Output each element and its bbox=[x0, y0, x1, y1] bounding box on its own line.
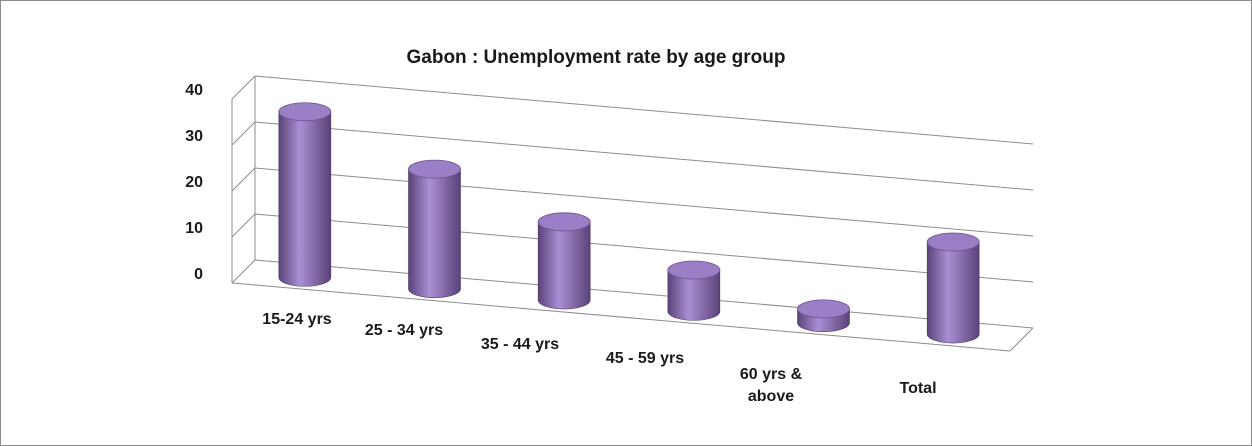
gridline-depth bbox=[231, 213, 256, 238]
x-tick-label: 45 - 59 yrs bbox=[606, 350, 684, 367]
x-tick-label: Total bbox=[899, 380, 936, 397]
bar-top bbox=[926, 232, 980, 252]
gridline bbox=[254, 75, 1034, 145]
bar bbox=[537, 212, 591, 310]
y-tick-label: 20 bbox=[185, 174, 203, 191]
bar-top bbox=[537, 212, 591, 232]
x-tick-label: 35 - 44 yrs bbox=[481, 336, 559, 353]
x-axis-ticks: 15-24 yrs 25 - 34 yrs 35 - 44 yrs 45 - 59 y… bbox=[262, 311, 936, 405]
bar-body bbox=[667, 269, 721, 321]
chart-axes bbox=[231, 75, 1034, 352]
bar bbox=[278, 102, 332, 287]
y-tick-label: 0 bbox=[194, 266, 203, 283]
bar-body bbox=[408, 168, 461, 298]
y-tick-label: 30 bbox=[185, 128, 203, 145]
bar-top bbox=[667, 260, 721, 280]
gridline-depth bbox=[231, 75, 256, 100]
bar-body bbox=[537, 221, 591, 310]
gridline bbox=[254, 213, 1034, 283]
bar bbox=[797, 299, 850, 332]
gridline bbox=[254, 259, 1034, 329]
gridline bbox=[254, 121, 1034, 191]
y-axis-ticks: 0 10 20 30 40 bbox=[185, 82, 203, 283]
floor-right-edge bbox=[1009, 327, 1034, 352]
y-tick-label: 40 bbox=[185, 82, 203, 99]
gridline-depth bbox=[231, 121, 256, 146]
y-tick-label: 10 bbox=[185, 220, 203, 237]
bar-top bbox=[278, 102, 332, 122]
floor-front-edge bbox=[231, 282, 1011, 352]
bars bbox=[278, 102, 980, 344]
bar-body bbox=[278, 111, 332, 287]
bar bbox=[926, 232, 980, 344]
gridline-depth bbox=[231, 259, 256, 284]
x-tick-label: 15-24 yrs bbox=[262, 311, 331, 328]
bar bbox=[667, 260, 721, 321]
bar-body bbox=[926, 241, 980, 344]
x-tick-label: 25 - 34 yrs bbox=[365, 322, 443, 339]
gridline bbox=[254, 167, 1034, 237]
gridline-depth bbox=[231, 167, 256, 192]
bar bbox=[408, 159, 461, 298]
x-tick-label: 60 yrs & above bbox=[740, 366, 803, 405]
bar-top bbox=[797, 299, 850, 319]
chart-title: Gabon : Unemployment rate by age group bbox=[407, 47, 786, 68]
bar-top bbox=[408, 159, 461, 179]
